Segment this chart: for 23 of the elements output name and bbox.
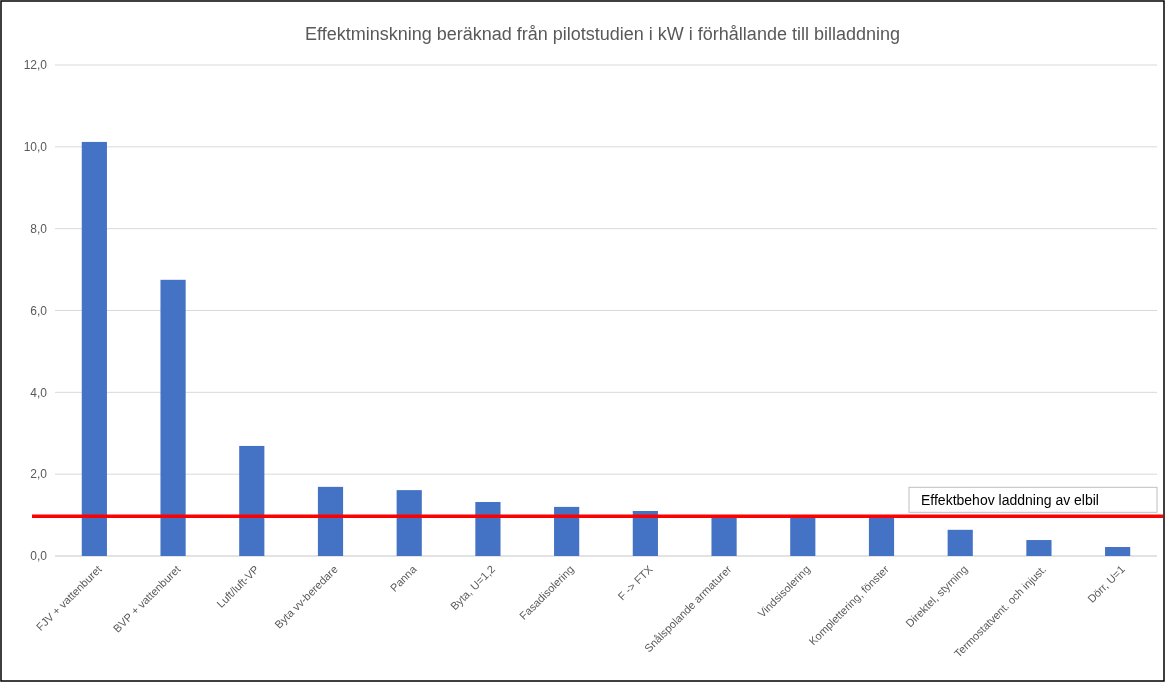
y-tick-label: 0,0 (30, 549, 48, 564)
chart-title: Effektminskning beräknad från pilotstudien i kW i förhållande till billaddning (304, 24, 901, 44)
bar (711, 515, 737, 556)
bar (239, 445, 265, 556)
y-tick-label: 12,0 (23, 58, 48, 73)
bar (396, 490, 422, 556)
y-tick-label: 10,0 (23, 140, 48, 155)
bar (554, 506, 580, 556)
bar (317, 486, 344, 556)
ref-line-label: Effektbehov laddning av elbil (921, 492, 1099, 509)
y-tick-label: 6,0 (30, 303, 48, 318)
bar (632, 510, 658, 556)
bar (160, 279, 186, 556)
bar (1026, 540, 1052, 556)
y-tick-label: 2,0 (30, 467, 48, 482)
bar (790, 517, 816, 556)
bar (1105, 547, 1131, 556)
bar (475, 501, 501, 556)
bar (868, 517, 895, 556)
y-tick-label: 4,0 (30, 385, 48, 400)
bar (947, 529, 973, 556)
bar (81, 141, 107, 556)
y-tick-label: 8,0 (30, 221, 48, 236)
